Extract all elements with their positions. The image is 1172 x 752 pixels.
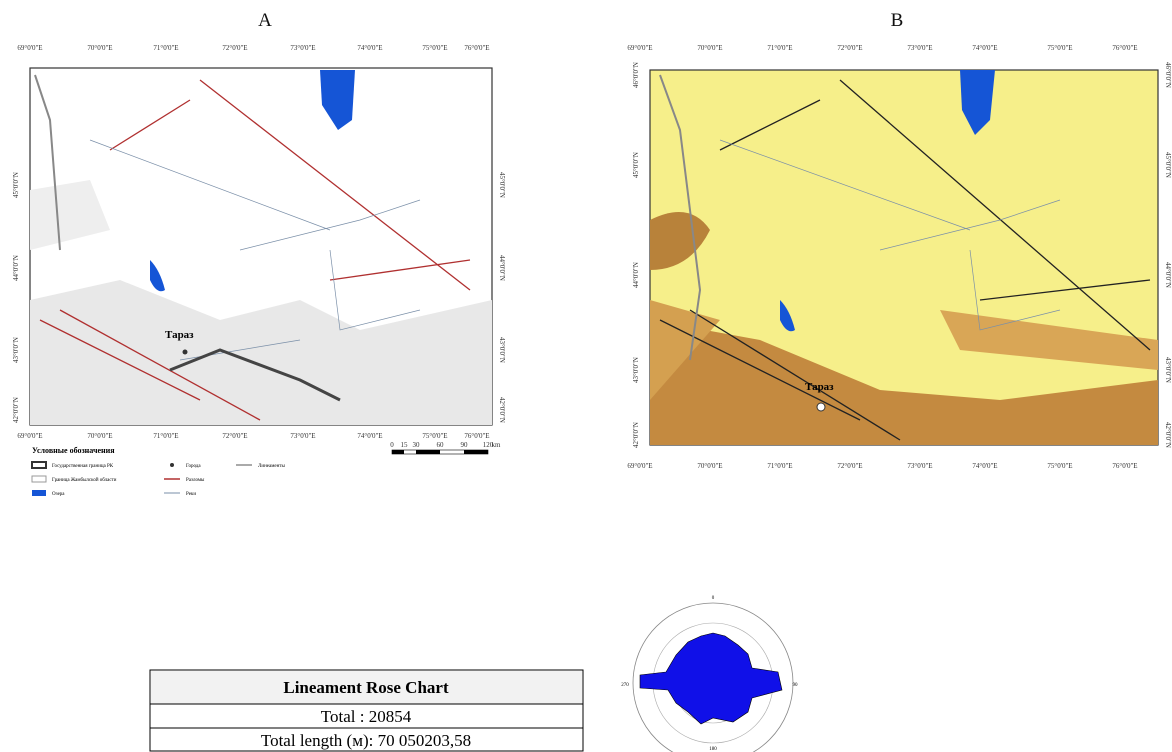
legend-item: Государственная граница РК — [52, 464, 114, 469]
table-cell: Total : 20854 — [321, 707, 412, 726]
lat-label: 44°0'0"N — [498, 255, 506, 281]
scale-label: 15 — [401, 441, 409, 449]
lat-label: 45°0'0"N — [632, 152, 640, 178]
lon-label: 70°0'0"E — [87, 44, 112, 52]
lon-label: 71°0'0"E — [153, 44, 178, 52]
lon-label: 72°0'0"E — [222, 432, 247, 440]
lon-label: 71°0'0"E — [153, 432, 178, 440]
rose-table: Lineament Rose Chart Total : 20854 Total… — [150, 670, 583, 751]
lon-label: 72°0'0"E — [837, 462, 862, 470]
lon-label: 73°0'0"E — [290, 432, 315, 440]
lon-label: 75°0'0"E — [422, 44, 447, 52]
lon-label: 72°0'0"E — [222, 44, 247, 52]
panel-label: B — [891, 10, 904, 31]
map-a: Тараз — [30, 68, 492, 425]
lat-label: 43°0'0"N — [632, 357, 640, 383]
lat-label: 46°0'0"N — [1164, 62, 1172, 88]
lon-label: 70°0'0"E — [87, 432, 112, 440]
legend-item: Реки — [186, 492, 196, 497]
city-label: Тараз — [805, 381, 834, 393]
lon-label: 69°0'0"E — [17, 44, 42, 52]
lat-label: 42°0'0"N — [632, 422, 640, 448]
lat-label: 42°0'0"N — [12, 397, 20, 423]
lon-label: 74°0'0"E — [357, 44, 382, 52]
lon-label: 69°0'0"E — [627, 44, 652, 52]
lat-label: 44°0'0"N — [12, 255, 20, 281]
legend-item: Города — [186, 464, 201, 469]
lat-label: 42°0'0"N — [498, 397, 506, 423]
lat-label: 43°0'0"N — [12, 337, 20, 363]
lon-label: 70°0'0"E — [697, 462, 722, 470]
legend-item: Граница Жамбылской области — [52, 478, 117, 483]
lon-label: 70°0'0"E — [697, 44, 722, 52]
lon-label: 75°0'0"E — [422, 432, 447, 440]
lat-label: 44°0'0"N — [632, 262, 640, 288]
lon-label: 75°0'0"E — [1047, 44, 1072, 52]
legend-item: Разломы — [186, 478, 205, 483]
lat-label: 42°0'0"N — [1164, 422, 1172, 448]
rose-label: 90 — [793, 683, 799, 688]
lat-label: 45°0'0"N — [1164, 152, 1172, 178]
scale-label: 60 — [437, 441, 445, 449]
lon-label: 74°0'0"E — [972, 44, 997, 52]
rose-label: 0 — [712, 596, 715, 601]
rose-label: 270 — [621, 683, 629, 688]
legend-title: Условные обозначения — [32, 446, 115, 455]
lat-label: 43°0'0"N — [498, 337, 506, 363]
lon-label: 71°0'0"E — [767, 44, 792, 52]
legend-item: Линеаменты — [258, 464, 285, 469]
scale-label: 30 — [413, 441, 421, 449]
lon-label: 76°0'0"E — [464, 432, 489, 440]
rose-label: 180 — [709, 747, 717, 752]
lon-label: 73°0'0"E — [907, 462, 932, 470]
lon-label: 73°0'0"E — [907, 44, 932, 52]
city-label: Тараз — [165, 329, 194, 341]
lat-label: 43°0'0"N — [1164, 357, 1172, 383]
lon-label: 72°0'0"E — [837, 44, 862, 52]
lon-label: 76°0'0"E — [1112, 44, 1137, 52]
lon-label: 74°0'0"E — [357, 432, 382, 440]
map-legend: Условные обозначения — [32, 446, 488, 496]
map-b: Тараз — [650, 70, 1158, 445]
lat-label: 45°0'0"N — [12, 172, 20, 198]
lon-label: 74°0'0"E — [972, 462, 997, 470]
scale-label: 90 — [461, 441, 469, 449]
page: Тараз Тараз A B Условные обозначения — [0, 0, 1172, 752]
lon-label: 76°0'0"E — [464, 44, 489, 52]
figure: Тараз Тараз A B Условные обозначения — [0, 0, 1172, 752]
lon-label: 71°0'0"E — [767, 462, 792, 470]
lon-label: 75°0'0"E — [1047, 462, 1072, 470]
scale-label: km — [492, 441, 502, 449]
lon-label: 76°0'0"E — [1112, 462, 1137, 470]
lat-label: 44°0'0"N — [1164, 262, 1172, 288]
lat-label: 45°0'0"N — [498, 172, 506, 198]
lat-label: 46°0'0"N — [632, 62, 640, 88]
scale-label: 0 — [390, 441, 394, 449]
rose-diagram — [633, 603, 793, 752]
table-title: Lineament Rose Chart — [283, 678, 449, 697]
lon-label: 73°0'0"E — [290, 44, 315, 52]
lon-label: 69°0'0"E — [627, 462, 652, 470]
panel-label: A — [258, 10, 272, 31]
lon-label: 69°0'0"E — [17, 432, 42, 440]
table-cell: Total length (м): 70 050203,58 — [261, 731, 471, 750]
legend-item: Озера — [52, 492, 65, 497]
